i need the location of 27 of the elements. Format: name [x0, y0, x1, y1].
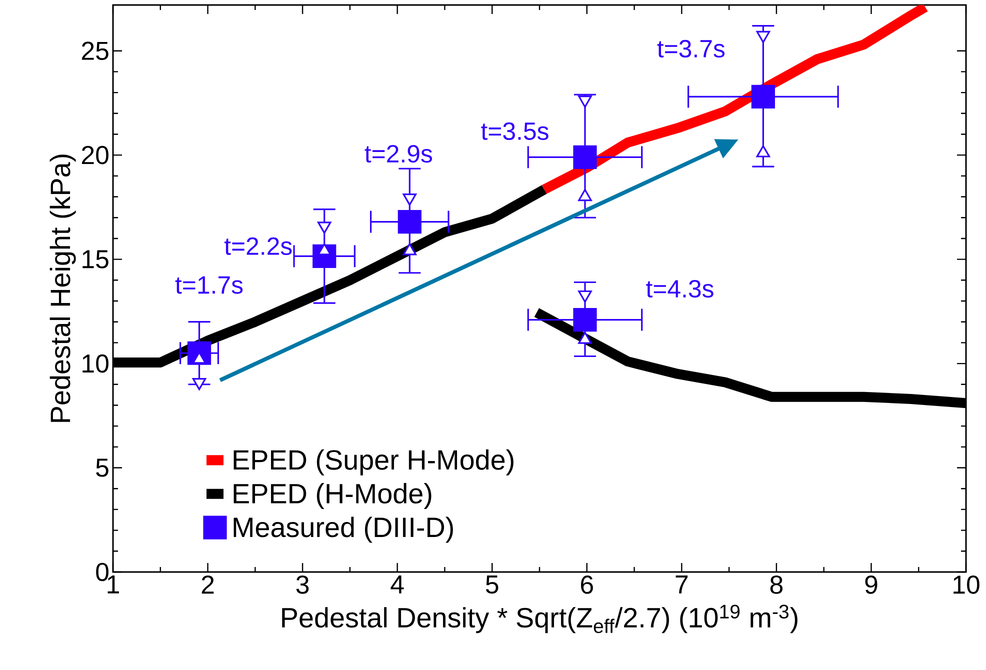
x-axis-title: Pedestal Density * Sqrt(Z$_{eff}$/2.7) (10$^{19}$ m$^{-3}$): [282, 604, 798, 634]
y-axis-title: Pedestal Height (kPa): [50, 154, 76, 422]
y-tick-label: 10: [82, 354, 108, 373]
annotation: t=3.5s: [481, 122, 548, 140]
y-tick-label: 0: [96, 562, 108, 582]
annotation: t=2.9s: [364, 144, 432, 163]
y-tick-label: 15: [82, 250, 108, 268]
x-tick-label: 2: [202, 576, 214, 594]
x-tick-label: 1: [108, 576, 119, 594]
annotation: t=3.7s: [657, 40, 725, 58]
annotation: t=4.3s: [646, 280, 714, 298]
legend-label: Measured (DIII-D): [234, 516, 453, 543]
x-tick-label: 8: [770, 576, 783, 594]
annotation: t=2.2s: [224, 237, 292, 256]
y-tick-label: 25: [82, 42, 108, 60]
x-tick-label: 9: [865, 576, 878, 594]
x-tick-label: 3: [296, 576, 309, 594]
x-tick-label: 10: [954, 576, 980, 594]
x-tick-label: 6: [581, 576, 593, 594]
x-tick-label: 7: [676, 576, 688, 594]
x-tick-label: 5: [486, 576, 498, 594]
y-tick-label: 20: [82, 146, 108, 164]
x-tick-label: 4: [390, 576, 404, 594]
legend-label: EPED (Super H-Mode): [234, 449, 514, 476]
legend-label: EPED (H-Mode): [234, 483, 432, 510]
annotation: t=1.7s: [175, 276, 243, 294]
y-tick-label: 5: [96, 458, 108, 477]
